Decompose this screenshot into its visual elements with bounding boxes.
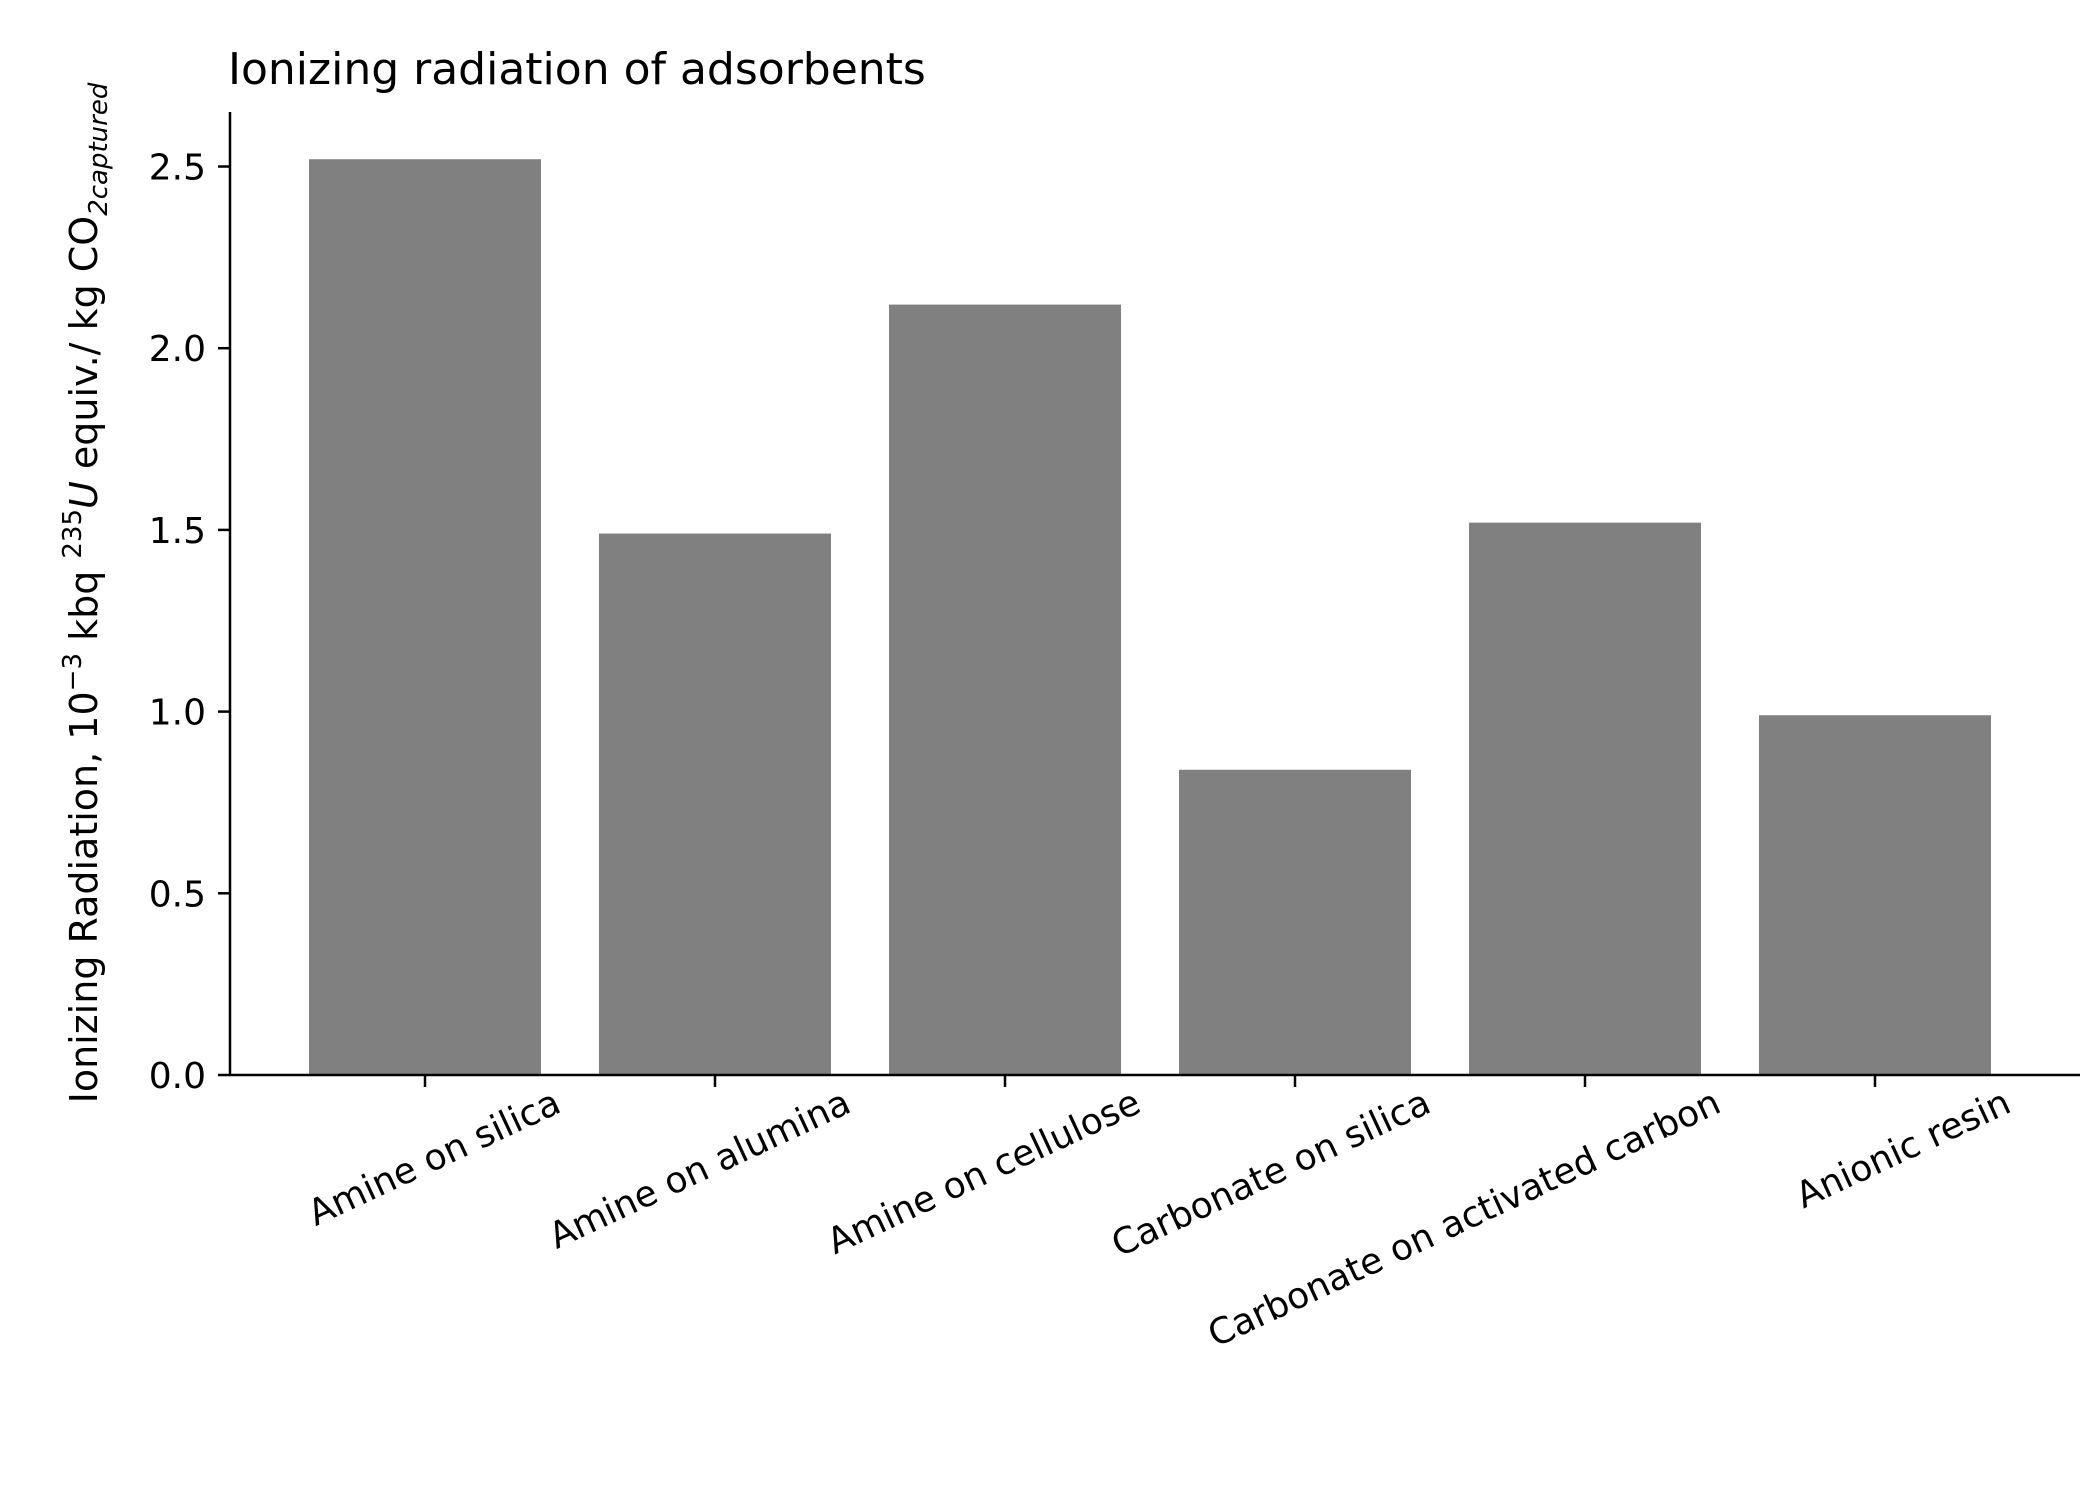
x-tick-label-3: Amine on cellulose xyxy=(821,1082,1147,1263)
y-axis-label-exponent: −3 xyxy=(58,653,88,691)
y-tick-label-4: 1.5 xyxy=(149,511,206,552)
y-tick-label-2: 0.5 xyxy=(149,874,206,915)
x-tick-label-5: Carbonate on activated carbon xyxy=(1202,1082,1727,1356)
y-axis-label-subscript: 2captured xyxy=(84,82,114,216)
bars-group xyxy=(309,159,1991,1076)
y-tick-label-6: 2.5 xyxy=(149,148,206,189)
y-axis-label-element: U xyxy=(62,481,106,509)
y-tick-label-3: 1.0 xyxy=(149,693,206,734)
bar-5 xyxy=(1469,522,1701,1075)
y-axis-label-prefix: Ionizing Radiation, 10 xyxy=(62,691,106,1103)
x-tick-label-1: Amine on silica xyxy=(302,1082,567,1235)
y-tick-label-1: 0.0 xyxy=(149,1056,206,1097)
bar-1 xyxy=(309,159,541,1075)
bar-2 xyxy=(599,533,831,1075)
bar-4 xyxy=(1179,769,1411,1075)
y-axis-label-isotope: 235 xyxy=(58,509,88,559)
bar-3 xyxy=(889,304,1121,1076)
y-tick-label-5: 2.0 xyxy=(149,329,206,370)
bar-6 xyxy=(1759,715,1991,1075)
y-axis-ticks: 0.0 0.5 1.0 1.5 2.0 2.5 xyxy=(149,148,230,1097)
y-axis-label-per: equiv./ kg CO xyxy=(62,216,106,481)
chart-title: Ionizing radiation of adsorbents xyxy=(228,44,926,95)
y-axis-label: Ionizing Radiation, 10−3 kbq 235U equiv.… xyxy=(58,82,114,1103)
x-tick-label-2: Amine on alumina xyxy=(543,1082,857,1257)
x-tick-label-6: Anionic resin xyxy=(1790,1082,2017,1217)
y-axis-label-unit: kbq xyxy=(62,559,106,653)
